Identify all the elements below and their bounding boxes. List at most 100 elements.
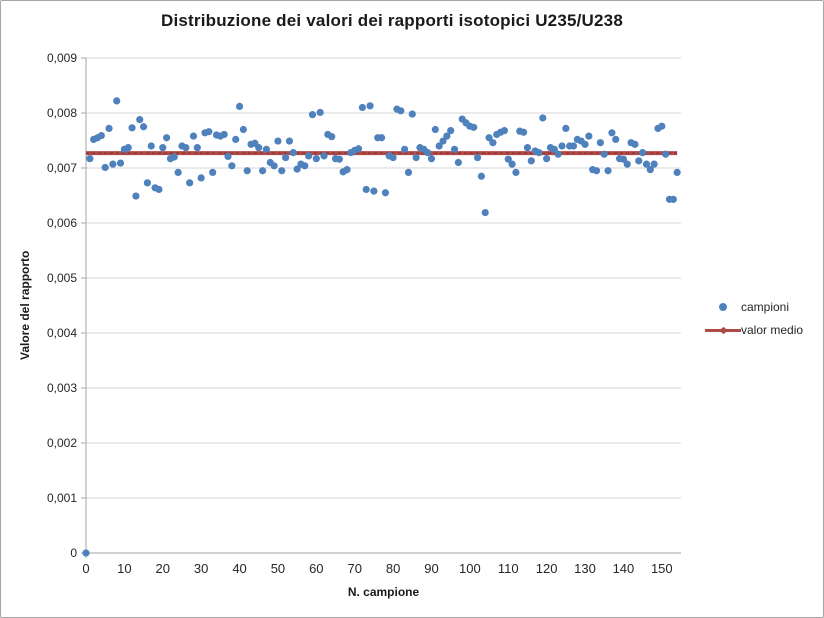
data-point bbox=[163, 134, 171, 142]
data-point bbox=[397, 107, 405, 115]
data-point bbox=[662, 150, 670, 158]
data-point bbox=[370, 187, 378, 195]
data-point bbox=[523, 144, 532, 152]
mean-line-icon bbox=[705, 326, 741, 335]
data-point bbox=[82, 549, 90, 557]
data-point bbox=[592, 167, 601, 175]
y-tick-label: 0,007 bbox=[47, 161, 77, 175]
data-point bbox=[335, 155, 343, 163]
data-point bbox=[224, 152, 232, 161]
data-point bbox=[362, 185, 370, 194]
data-point bbox=[635, 157, 643, 165]
data-point bbox=[101, 163, 109, 172]
data-point bbox=[642, 160, 651, 168]
data-point bbox=[209, 168, 217, 176]
data-point bbox=[439, 137, 447, 145]
data-point bbox=[205, 128, 213, 136]
data-point bbox=[485, 134, 493, 142]
data-point bbox=[320, 152, 328, 160]
data-point bbox=[504, 155, 512, 163]
x-tick-label: 50 bbox=[271, 561, 285, 576]
data-point bbox=[293, 165, 301, 173]
data-point bbox=[124, 144, 132, 152]
data-point bbox=[454, 158, 462, 167]
data-point bbox=[608, 129, 616, 137]
data-point bbox=[170, 153, 178, 161]
data-point bbox=[558, 142, 566, 150]
data-point bbox=[562, 124, 570, 132]
x-tick-label: 30 bbox=[194, 561, 208, 576]
data-point bbox=[159, 144, 167, 152]
chart-title: Distribuzione dei valori dei rapporti is… bbox=[160, 11, 623, 30]
data-point bbox=[585, 132, 593, 140]
legend-label-valor-medio: valor medio bbox=[741, 323, 804, 337]
data-point bbox=[612, 135, 620, 143]
data-point bbox=[401, 145, 409, 153]
data-point bbox=[477, 172, 485, 180]
data-point bbox=[366, 102, 374, 110]
data-point bbox=[312, 155, 320, 163]
data-point bbox=[481, 208, 489, 217]
data-point bbox=[658, 122, 666, 130]
data-point bbox=[132, 192, 140, 200]
data-point bbox=[155, 185, 163, 194]
x-tick-label: 70 bbox=[347, 561, 361, 576]
x-tick-label: 20 bbox=[156, 561, 170, 576]
x-tick-label: 110 bbox=[498, 561, 519, 576]
x-tick-label: 120 bbox=[536, 561, 558, 576]
data-point bbox=[404, 168, 413, 176]
data-point bbox=[174, 168, 182, 176]
data-point bbox=[358, 103, 366, 112]
data-point bbox=[105, 124, 113, 132]
y-tick-label: 0,009 bbox=[47, 51, 77, 65]
data-point bbox=[554, 150, 562, 158]
data-point bbox=[97, 131, 105, 140]
y-tick-label: 0 bbox=[70, 546, 77, 560]
y-axis-title: Valore del rapporto bbox=[18, 250, 32, 361]
x-tick-label: 90 bbox=[424, 561, 438, 576]
data-point bbox=[470, 123, 478, 131]
x-tick-label: 140 bbox=[613, 561, 635, 576]
data-point bbox=[285, 137, 294, 145]
data-point bbox=[569, 142, 578, 150]
data-point bbox=[301, 162, 309, 170]
data-point bbox=[255, 144, 263, 152]
data-point bbox=[220, 130, 228, 139]
data-point bbox=[581, 140, 589, 148]
data-point bbox=[232, 135, 240, 143]
legend: campioni valor medio bbox=[705, 300, 821, 337]
legend-item-valor-medio: valor medio bbox=[705, 323, 821, 337]
x-tick-label: 40 bbox=[232, 561, 246, 576]
data-point bbox=[377, 134, 386, 142]
scatter-marker-icon bbox=[719, 303, 727, 311]
data-point bbox=[139, 123, 148, 131]
data-point bbox=[639, 149, 647, 157]
data-point bbox=[619, 155, 628, 163]
x-axis-title: N. campione bbox=[347, 585, 420, 599]
data-point bbox=[450, 145, 459, 153]
data-point bbox=[604, 167, 612, 175]
data-point bbox=[182, 144, 190, 152]
data-point bbox=[596, 139, 604, 147]
data-point bbox=[143, 179, 152, 187]
data-point bbox=[412, 153, 420, 162]
x-tick-label: 100 bbox=[459, 561, 481, 576]
data-point bbox=[193, 144, 201, 152]
data-point bbox=[308, 111, 317, 119]
data-point bbox=[600, 150, 608, 158]
data-point bbox=[527, 157, 535, 165]
data-point bbox=[431, 125, 439, 134]
data-point bbox=[305, 152, 313, 160]
data-point bbox=[539, 114, 547, 122]
data-point bbox=[650, 160, 658, 168]
y-tick-label: 0,008 bbox=[47, 106, 77, 120]
data-point bbox=[646, 166, 654, 174]
data-point bbox=[443, 132, 451, 140]
data-point bbox=[243, 167, 251, 175]
data-point bbox=[427, 155, 436, 163]
scatter-points bbox=[82, 97, 681, 557]
data-point bbox=[86, 155, 94, 163]
data-point bbox=[116, 159, 125, 167]
data-point bbox=[669, 195, 677, 203]
